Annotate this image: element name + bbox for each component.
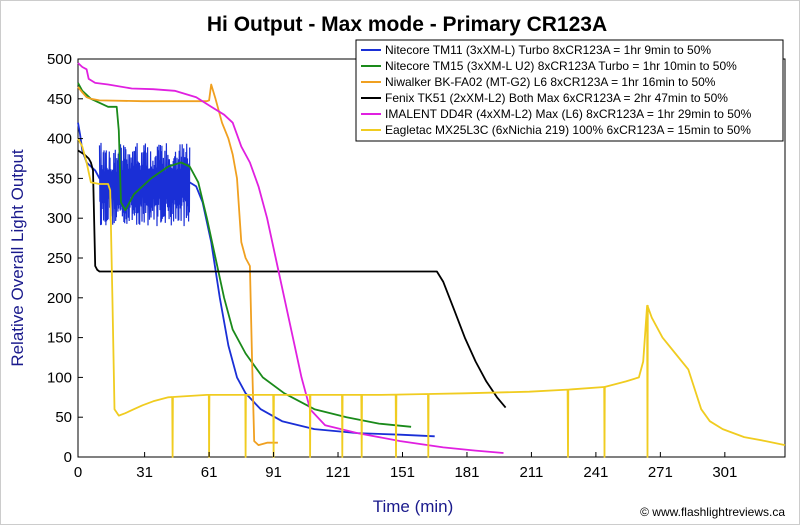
legend: Nitecore TM11 (3xXM-L) Turbo 8xCR123A = …: [355, 39, 784, 142]
legend-label-1: Nitecore TM15 (3xXM-L U2) 8xCR123A Turbo…: [385, 59, 737, 73]
y-tick-label: 100: [47, 369, 72, 386]
y-tick-label: 50: [55, 409, 72, 426]
y-tick-label: 300: [47, 210, 72, 227]
x-tick-label: 91: [265, 464, 282, 481]
legend-label-3: Fenix TK51 (2xXM-L2) Both Max 6xCR123A =…: [385, 91, 728, 105]
chart-title: Hi Output - Max mode - Primary CR123A: [207, 13, 607, 36]
x-tick-label: 181: [454, 464, 479, 481]
x-axis-title: Time (min): [373, 497, 454, 516]
x-tick-label: 211: [519, 464, 543, 481]
credit-text: © www.flashlightreviews.ca: [640, 505, 785, 519]
x-tick-label: 151: [390, 464, 415, 481]
x-tick-label: 271: [648, 464, 673, 481]
x-tick-label: 241: [583, 464, 608, 481]
x-tick-label: 61: [201, 464, 218, 481]
y-tick-label: 450: [47, 91, 72, 108]
x-axis-ticks: 0 31 61 91 121 151 181 211 241 271 301: [74, 452, 737, 481]
legend-label-5: Eagletac MX25L3C (6xNichia 219) 100% 6xC…: [385, 123, 751, 137]
series-line-2: [77, 83, 278, 446]
legend-box: [355, 39, 784, 142]
legend-label-0: Nitecore TM11 (3xXM-L) Turbo 8xCR123A = …: [385, 43, 711, 57]
y-tick-label: 400: [47, 131, 72, 148]
y-tick-label: 200: [47, 290, 72, 307]
series-line-4: [77, 62, 504, 454]
y-axis-ticks: 0 50 100 150 200 250 300 350 400 450 500: [47, 51, 83, 466]
y-axis-title: Relative Overall Light Output: [8, 149, 27, 367]
x-tick-label: 121: [326, 464, 351, 481]
y-tick-label: 150: [47, 330, 72, 347]
legend-label-4: IMALENT DD4R (4xXM-L2) Max (L6) 8xCR123A…: [385, 107, 752, 121]
legend-label-2: Niwalker BK-FA02 (MT-G2) L6 8xCR123A = 1…: [385, 75, 716, 89]
series-layer: [77, 62, 786, 458]
y-tick-label: 250: [47, 250, 72, 267]
series-noise-band-0: [98, 142, 191, 227]
legend-entries: Nitecore TM11 (3xXM-L) Turbo 8xCR123A = …: [361, 43, 752, 137]
x-tick-label: 31: [136, 464, 153, 481]
y-tick-label: 350: [47, 170, 72, 187]
x-tick-label: 0: [74, 464, 82, 481]
series-line-5: [77, 138, 786, 458]
series-line-3: [77, 149, 507, 409]
y-tick-label: 0: [64, 449, 72, 466]
y-tick-label: 500: [47, 51, 72, 68]
series-line-1: [77, 82, 412, 428]
x-tick-label: 301: [712, 464, 737, 481]
